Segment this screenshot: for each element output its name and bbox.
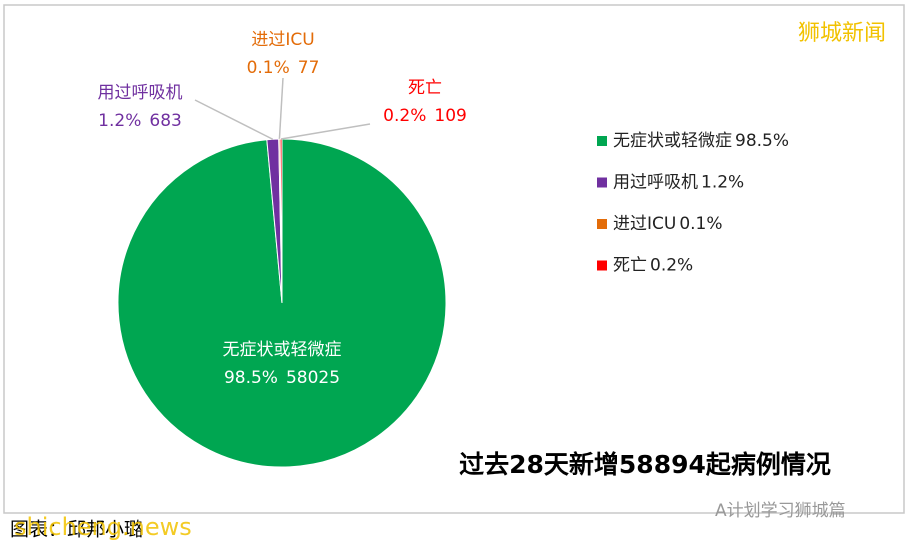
chart-title: 过去28天新增58894起病例情况 <box>459 450 831 479</box>
slice-value-label: 0.2% 109 <box>383 106 467 126</box>
slice-percent-label: 0.2% <box>383 106 426 126</box>
slice-percent-label: 1.2% <box>98 111 141 131</box>
site-watermark: shicheng.news <box>14 513 192 541</box>
slice-name-label: 进过ICU <box>251 30 314 50</box>
slice-count-label: 77 <box>298 58 320 78</box>
legend-label: 死亡 0.2% <box>613 256 693 276</box>
slice-name-label: 用过呼吸机 <box>98 83 183 103</box>
slice-count-label: 109 <box>434 106 466 126</box>
legend-label: 用过呼吸机 1.2% <box>613 173 744 193</box>
legend-name: 进过ICU <box>613 214 676 234</box>
slice-value-label: 98.5% 58025 <box>224 368 340 388</box>
leader-line <box>278 77 284 140</box>
leader-line <box>280 123 371 140</box>
source-note: 图表：邱邦小璐 <box>10 519 143 541</box>
legend-swatch <box>597 260 607 271</box>
slice-value-label: 1.2% 683 <box>98 111 182 131</box>
legend-swatch <box>597 177 607 188</box>
slice-percent-label: 98.5% <box>224 368 278 388</box>
slice-name-label: 死亡 <box>408 78 442 98</box>
legend-percent: 98.5% <box>735 131 789 151</box>
account-watermark: A计划学习狮城篇 <box>715 501 846 521</box>
legend-label: 无症状或轻微症 98.5% <box>613 131 789 151</box>
brand-watermark: 狮城新闻 <box>798 21 886 46</box>
legend-name: 死亡 <box>613 256 647 276</box>
legend-swatch <box>597 136 607 146</box>
legend-name: 用过呼吸机 <box>613 173 698 193</box>
slice-value-label: 0.1% 77 <box>247 58 320 78</box>
legend-name: 无症状或轻微症 <box>613 131 732 151</box>
slice-percent-label: 0.1% <box>247 58 290 78</box>
legend-swatch <box>597 219 607 229</box>
legend-percent: 0.1% <box>679 214 722 234</box>
legend-percent: 1.2% <box>701 173 744 193</box>
legend-label: 进过ICU 0.1% <box>613 214 723 234</box>
slice-name-label: 无症状或轻微症 <box>223 340 342 360</box>
slice-count-label: 683 <box>149 111 181 131</box>
slice-count-label: 58025 <box>286 368 340 388</box>
legend-percent: 0.2% <box>650 256 693 276</box>
leader-line <box>194 99 274 140</box>
